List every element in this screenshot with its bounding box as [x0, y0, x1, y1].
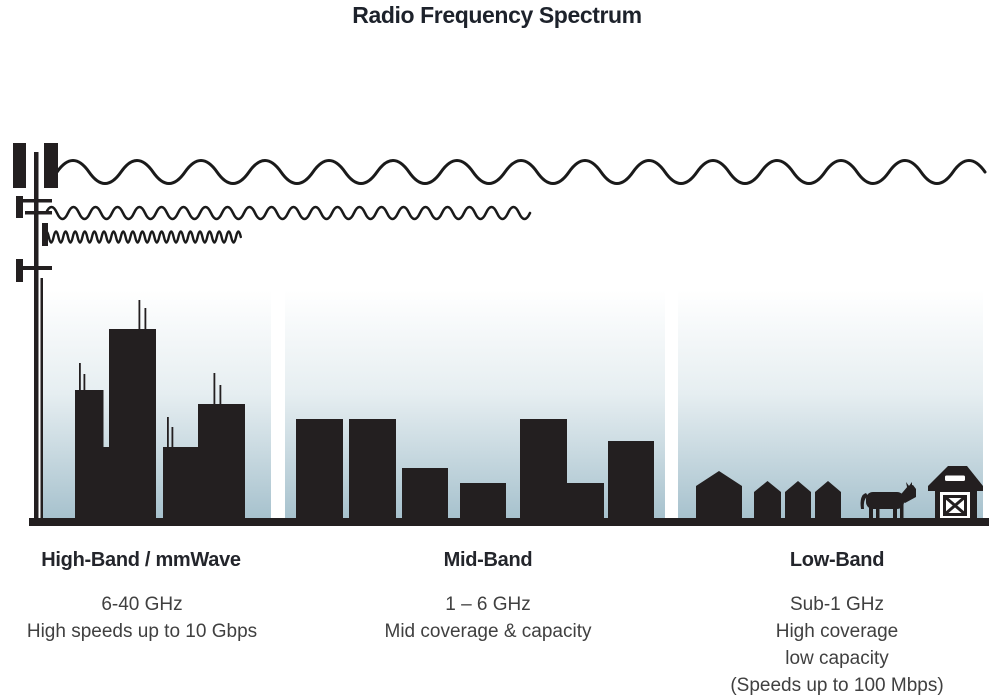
low-band-description: Sub-1 GHz High coverage low capacity (Sp… — [730, 591, 943, 699]
radio-waves — [42, 159, 987, 244]
mid-band-frequency: 1 – 6 GHz — [445, 594, 531, 615]
mid-band-heading: Mid-Band — [443, 549, 533, 571]
page-title: Radio Frequency Spectrum — [352, 2, 642, 28]
low-band-heading: Low-Band — [789, 549, 885, 571]
low-band-capacity: low capacity — [785, 648, 889, 669]
antenna-mast — [171, 427, 174, 447]
high-band-frequency: 6-40 GHz — [101, 594, 183, 615]
antenna-mast — [144, 308, 147, 330]
high-band-description: 6-40 GHz High speeds up to 10 Gbps — [27, 591, 257, 645]
antenna-mast — [213, 373, 216, 405]
high-band-speed: High speeds up to 10 Gbps — [26, 621, 258, 642]
sky-panel-mid-band — [285, 290, 665, 520]
rural-houses — [696, 471, 841, 519]
low-band-speed: (Speeds up to 100 Mbps) — [730, 675, 944, 696]
antenna-mast — [138, 300, 141, 330]
city-skyline — [75, 300, 245, 520]
mid-band-description: 1 – 6 GHz Mid coverage & capacity — [385, 591, 592, 645]
antenna-mast — [83, 374, 86, 391]
antenna-mast — [219, 385, 222, 405]
short-wavelength-wave — [42, 230, 242, 244]
long-wavelength-wave — [55, 159, 987, 185]
medium-wavelength-wave — [44, 205, 532, 221]
ground-line — [29, 518, 989, 526]
low-band-frequency: Sub-1 GHz — [790, 594, 884, 615]
mid-band-coverage: Mid coverage & capacity — [384, 621, 592, 642]
antenna-mast — [167, 417, 169, 447]
high-band-heading: High-Band / mmWave — [41, 549, 241, 571]
midrise-buildings — [296, 419, 654, 520]
cell-tower-icon — [13, 143, 58, 518]
diagram-svg — [13, 143, 989, 526]
antenna-mast — [79, 363, 81, 391]
cow-icon — [860, 482, 916, 518]
low-band-coverage: High coverage — [775, 621, 899, 642]
barn-icon — [928, 466, 983, 518]
